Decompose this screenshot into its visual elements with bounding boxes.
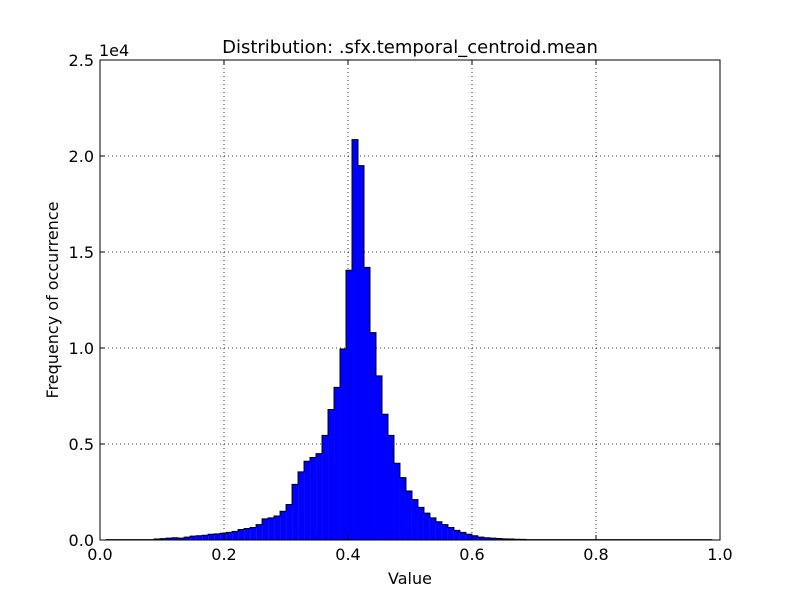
chart-title: Distribution: .sfx.temporal_centroid.mea… — [222, 37, 598, 58]
grid-layer — [100, 60, 720, 540]
histogram-bar — [220, 533, 227, 540]
histogram-bar — [453, 530, 460, 540]
histogram-bar — [465, 534, 472, 540]
histogram-bar — [262, 518, 269, 540]
plot-frame — [99, 59, 721, 541]
histogram-bar — [286, 504, 293, 540]
histogram-bar — [495, 538, 502, 540]
histogram-bar — [244, 528, 251, 540]
x-axis-label: Value — [388, 569, 432, 588]
x-tick-label: 0.6 — [459, 545, 484, 564]
histogram-bar — [364, 267, 370, 540]
histogram-bar — [166, 538, 173, 540]
histogram-outline — [105, 139, 713, 541]
histogram-bar — [190, 536, 197, 540]
histogram-bar — [441, 524, 448, 540]
x-tick-label: 0.2 — [211, 545, 236, 564]
histogram-bar — [250, 527, 257, 540]
histogram-bar — [178, 538, 185, 540]
histogram-bar — [274, 516, 281, 540]
y-tick-label: 2.5 — [69, 51, 94, 70]
histogram-bar — [208, 534, 215, 540]
histogram-bar — [298, 471, 305, 540]
histogram-bar — [358, 165, 365, 540]
histogram-bar — [232, 531, 239, 540]
histogram-bar — [352, 139, 359, 540]
histogram-bar — [429, 517, 436, 540]
histogram-bar — [471, 535, 478, 540]
histogram-bar — [202, 535, 209, 540]
histogram-bar — [435, 521, 442, 540]
histogram-bar — [417, 507, 424, 540]
x-tick-label: 1.0 — [707, 545, 732, 564]
x-tick-label: 0.8 — [583, 545, 608, 564]
histogram-bar — [369, 332, 376, 540]
histogram-bar — [316, 453, 323, 540]
y-tick-label: 0.5 — [69, 435, 94, 454]
histogram-bar — [184, 537, 191, 540]
histogram-bar — [489, 538, 496, 540]
histogram-bar — [483, 537, 490, 540]
ticks-layer: 0.0 0.2 0.4 0.6 0.8 1.0 0.0 0.5 1.0 1.5 2.0 2.5 — [69, 51, 733, 564]
histogram-bar — [280, 511, 287, 540]
y-tick-label: 2.0 — [69, 147, 94, 166]
histogram-bar — [381, 414, 388, 540]
histogram-bar — [268, 517, 275, 540]
histogram-bar — [334, 387, 341, 540]
y-tick-label: 1.5 — [69, 243, 94, 262]
histogram-bar — [447, 527, 454, 540]
histogram-bar — [256, 524, 263, 540]
histogram-bar — [423, 513, 430, 540]
histogram-bar — [328, 409, 335, 540]
histogram-bar — [459, 532, 466, 540]
histogram-bar — [375, 375, 382, 540]
y-tick-label: 1.0 — [69, 339, 94, 358]
histogram-bar — [196, 535, 203, 540]
x-tick-label: 0.4 — [335, 545, 360, 564]
histogram-bar — [238, 529, 245, 540]
histogram-bar — [304, 461, 311, 540]
histogram-bar — [226, 532, 233, 540]
histogram-bar — [214, 533, 221, 540]
histogram-bar — [399, 477, 406, 540]
histogram-bar — [340, 348, 347, 540]
histogram-bar — [322, 435, 329, 540]
histogram-bar — [346, 270, 353, 540]
histogram-bar — [501, 538, 508, 540]
histogram-bar — [387, 435, 394, 540]
histogram-bar — [292, 484, 299, 540]
histogram-bar — [477, 537, 484, 540]
x-tick-label: 0.0 — [87, 545, 112, 564]
y-axis-label: Frequency of occurrence — [43, 202, 62, 399]
bars-layer — [105, 139, 713, 541]
histogram-bar — [411, 499, 418, 540]
y-offset-label: 1e4 — [99, 41, 129, 60]
histogram-bar — [310, 457, 317, 540]
histogram-bar — [393, 463, 400, 540]
histogram-bar — [160, 538, 167, 540]
histogram-bar — [172, 537, 179, 540]
histogram-bar — [405, 491, 412, 540]
y-tick-label: 0.0 — [69, 531, 94, 550]
